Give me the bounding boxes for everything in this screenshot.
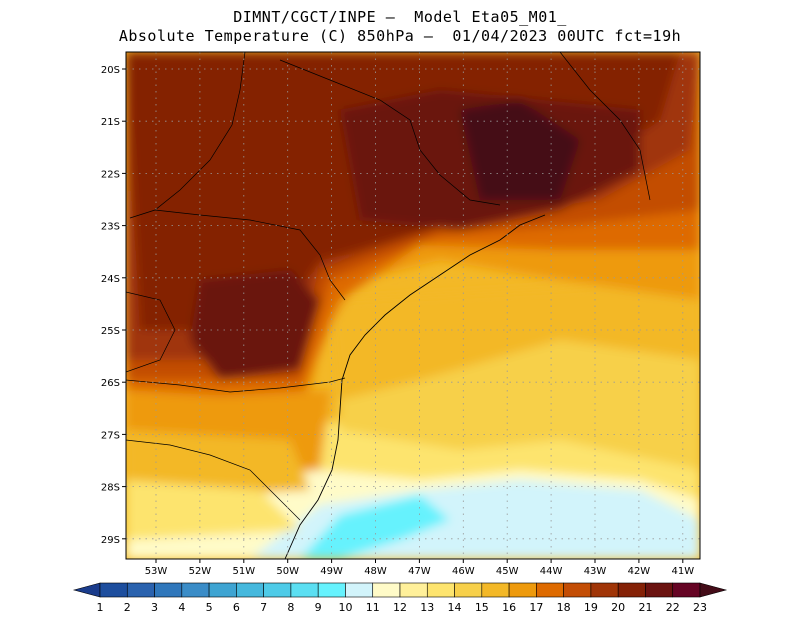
colorbar-label: 14 <box>448 601 462 614</box>
title-line-2: Absolute Temperature (C) 850hPa – 01/04/… <box>118 27 682 45</box>
colorbar-label: 9 <box>315 601 322 614</box>
colorbar-swatch <box>536 582 564 598</box>
longitude-labels: 53W 52W 51W 50W 49W 48W 47W 46W 45W 44W 43W 42W 41W <box>145 559 694 577</box>
colorbar-label: 16 <box>502 601 516 614</box>
colorbar-label: 22 <box>666 601 680 614</box>
border-mg-es <box>559 52 651 201</box>
lat-label: 27S <box>101 430 120 441</box>
colorbar-label: 13 <box>420 601 434 614</box>
lat-label: 25S <box>101 326 120 337</box>
lat-label: 29S <box>101 535 120 546</box>
latitude-labels: 20S 21S 22S 23S 24S 25S 26S 27S 28S 29S <box>101 65 126 546</box>
colorbar-swatch <box>181 582 210 598</box>
colorbar-label: 8 <box>287 601 294 614</box>
colorbar-swatch <box>399 582 428 598</box>
colorbar <box>72 582 728 598</box>
lat-label: 22S <box>101 169 120 180</box>
colorbar-label: 1 <box>97 601 104 614</box>
colorbar-label: 18 <box>557 601 571 614</box>
colorbar-label: 17 <box>529 601 543 614</box>
colorbar-swatch <box>645 582 674 598</box>
lon-label: 50W <box>276 566 299 577</box>
colorbar-swatch <box>426 582 455 598</box>
graticule <box>126 52 700 559</box>
band-16b <box>126 430 310 500</box>
colorbar-swatch <box>208 582 237 598</box>
lon-label: 47W <box>408 566 431 577</box>
colorbar-swatch <box>236 582 264 598</box>
colorbar-swatch <box>263 582 292 598</box>
lat-label: 24S <box>101 274 120 285</box>
colorbar-swatch <box>372 582 401 598</box>
colorbar-label: 20 <box>611 601 625 614</box>
lon-label: 49W <box>320 566 343 577</box>
colorbar-swatch <box>345 582 374 598</box>
band-23 <box>460 100 580 200</box>
colorbar-label: 6 <box>233 601 240 614</box>
colorbar-label: 15 <box>475 601 489 614</box>
lon-label: 42W <box>628 566 651 577</box>
border-sc-rs <box>126 439 301 521</box>
colorbar-label: 3 <box>151 601 158 614</box>
colorbar-swatch <box>99 582 128 598</box>
lat-label: 20S <box>101 65 120 76</box>
title-line-1: DIMNT/CGCT/INPE – Model Eta05_M01_ <box>233 8 567 26</box>
colorbar-label: 10 <box>338 601 352 614</box>
colorbar-labels: 1 2 3 4 5 6 7 8 9 10 11 12 13 14 15 16 17 18 19 20 21 22 23 <box>97 601 708 614</box>
colorbar-swatch <box>508 582 537 598</box>
lon-label: 41W <box>671 566 694 577</box>
lat-label: 26S <box>101 378 120 389</box>
colorbar-label: 21 <box>638 601 652 614</box>
colorbar-swatch <box>590 582 619 598</box>
colorbar-label: 4 <box>178 601 185 614</box>
border-paraguay <box>126 291 176 373</box>
lat-label: 23S <box>101 222 120 233</box>
lon-label: 48W <box>364 566 387 577</box>
border-sp-mg <box>279 59 501 206</box>
lat-label: 28S <box>101 483 120 494</box>
border-pr-sc <box>126 377 346 393</box>
colorbar-label: 19 <box>584 601 598 614</box>
lon-label: 53W <box>145 566 168 577</box>
colorbar-label: 5 <box>206 601 213 614</box>
lon-label: 51W <box>232 566 255 577</box>
coastline <box>284 214 546 559</box>
colorbar-arrow-low <box>72 582 101 598</box>
colorbar-label: 23 <box>693 601 707 614</box>
map-frame <box>125 51 701 560</box>
colorbar-label: 7 <box>260 601 267 614</box>
band-16 <box>330 280 700 400</box>
colorbar-swatch <box>290 582 319 598</box>
lon-label: 43W <box>584 566 607 577</box>
temperature-field <box>126 52 700 559</box>
band-10 <box>300 495 450 559</box>
colorbar-swatch <box>454 582 483 598</box>
band-22b <box>190 270 320 380</box>
lon-label: 44W <box>540 566 563 577</box>
colorbar-label: 11 <box>366 601 380 614</box>
colorbar-label: 12 <box>393 601 407 614</box>
band-14b <box>126 480 300 540</box>
lon-label: 45W <box>496 566 519 577</box>
colorbar-label: 2 <box>124 601 131 614</box>
lon-label: 52W <box>189 566 212 577</box>
colorbar-swatch <box>154 582 183 598</box>
lon-label: 46W <box>452 566 475 577</box>
lat-label: 21S <box>101 117 120 128</box>
colorbar-swatch <box>126 582 155 598</box>
colorbar-swatch <box>317 582 346 598</box>
colorbar-swatch <box>672 582 701 598</box>
colorbar-swatch <box>563 582 592 598</box>
colorbar-swatch <box>617 582 646 598</box>
colorbar-arrow-high <box>699 582 728 598</box>
colorbar-swatch <box>481 582 510 598</box>
